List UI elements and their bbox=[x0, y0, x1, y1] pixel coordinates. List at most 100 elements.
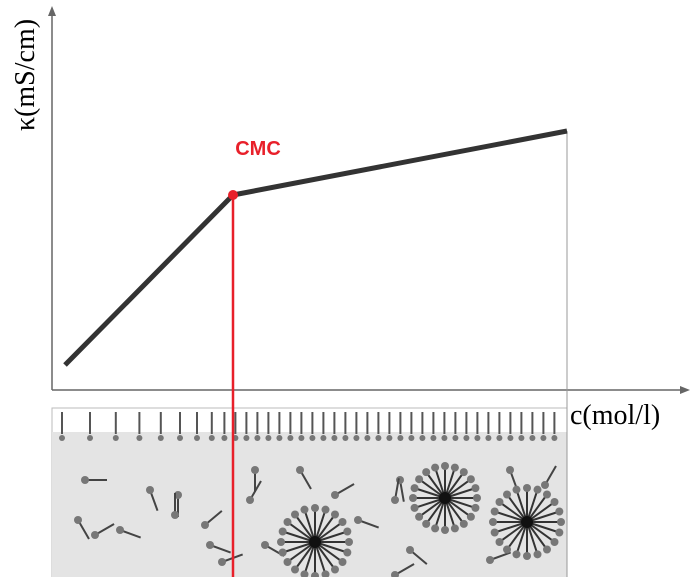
molecule-part bbox=[243, 435, 250, 441]
molecule-part bbox=[386, 435, 393, 441]
molecule-part bbox=[542, 545, 551, 554]
molecule-part bbox=[496, 435, 503, 441]
molecule-part bbox=[208, 435, 215, 441]
molecule-part bbox=[91, 531, 99, 539]
molecule-part bbox=[296, 466, 304, 474]
molecule-part bbox=[459, 468, 468, 477]
molecule-part bbox=[331, 435, 338, 441]
molecule-part bbox=[364, 435, 371, 441]
molecule-part bbox=[557, 518, 565, 526]
molecule-part bbox=[291, 565, 300, 574]
molecule-part bbox=[485, 435, 492, 441]
molecule-part bbox=[391, 496, 399, 504]
molecule-part bbox=[321, 505, 330, 514]
molecule-part bbox=[503, 490, 512, 499]
molecule-part bbox=[533, 485, 542, 494]
molecule-part bbox=[541, 481, 549, 489]
cmc-label: CMC bbox=[235, 138, 281, 160]
y-axis-arrow bbox=[48, 6, 56, 16]
conductivity-curve bbox=[63, 128, 568, 367]
molecule-part bbox=[512, 485, 521, 494]
molecule-part bbox=[466, 512, 475, 521]
molecule-part bbox=[277, 538, 285, 546]
molecule-part bbox=[298, 435, 305, 441]
molecule-part bbox=[300, 570, 309, 577]
molecule-part bbox=[489, 518, 497, 526]
molecule-part bbox=[311, 504, 319, 512]
molecule-part bbox=[495, 537, 504, 546]
y-axis-label: κ(mS/cm) bbox=[10, 19, 41, 131]
molecule-part bbox=[146, 486, 154, 494]
molecule-part bbox=[529, 435, 536, 441]
x-axis-label: c(mol/l) bbox=[570, 400, 660, 431]
molecule-part bbox=[246, 496, 254, 504]
molecule-part bbox=[218, 558, 226, 566]
molecule-part bbox=[177, 435, 183, 441]
molecule-part bbox=[406, 546, 414, 554]
molecule-part bbox=[431, 524, 440, 533]
molecule-part bbox=[471, 503, 480, 512]
molecule-part bbox=[330, 565, 339, 574]
molecule-part bbox=[353, 435, 360, 441]
molecule-part bbox=[430, 435, 437, 441]
molecule-part bbox=[471, 484, 480, 493]
molecule-part bbox=[410, 503, 419, 512]
molecule-part bbox=[439, 492, 451, 504]
molecule-part bbox=[343, 527, 352, 536]
molecule-part bbox=[466, 475, 475, 484]
molecule-part bbox=[495, 498, 504, 507]
molecule-part bbox=[474, 435, 481, 441]
molecule-part bbox=[194, 435, 200, 441]
molecule-part bbox=[342, 435, 349, 441]
molecule-part bbox=[206, 541, 214, 549]
molecule-part bbox=[408, 435, 415, 441]
molecule-part bbox=[452, 435, 459, 441]
molecule-part bbox=[59, 435, 65, 441]
molecule-part bbox=[345, 538, 353, 546]
molecule-part bbox=[555, 528, 564, 537]
molecule-part bbox=[254, 435, 261, 441]
molecule-part bbox=[157, 435, 164, 441]
solution-bulk bbox=[52, 432, 567, 577]
molecule-part bbox=[276, 435, 283, 441]
molecule-part bbox=[309, 536, 321, 548]
molecule-part bbox=[441, 435, 448, 441]
molecule-part bbox=[311, 572, 319, 577]
molecule-part bbox=[265, 435, 272, 441]
molecule-part bbox=[409, 494, 417, 502]
molecule-part bbox=[507, 435, 514, 441]
molecule-part bbox=[550, 498, 559, 507]
molecule-part bbox=[550, 537, 559, 546]
molecule-part bbox=[375, 435, 382, 441]
molecule-part bbox=[415, 475, 424, 484]
molecule-part bbox=[321, 570, 330, 577]
molecules bbox=[59, 412, 565, 577]
molecule-part bbox=[422, 468, 431, 477]
molecule-part bbox=[251, 466, 259, 474]
molecule-part bbox=[261, 541, 269, 549]
molecule-part bbox=[441, 462, 449, 470]
molecule-part bbox=[551, 435, 558, 441]
molecule-part bbox=[506, 466, 514, 474]
molecule-part bbox=[278, 527, 287, 536]
molecule-part bbox=[338, 557, 347, 566]
molecule-part bbox=[87, 435, 93, 441]
molecule-part bbox=[555, 507, 564, 516]
molecule-part bbox=[291, 510, 300, 519]
molecule-part bbox=[441, 526, 449, 534]
molecule-part bbox=[331, 491, 339, 499]
molecule-part bbox=[338, 518, 347, 527]
molecule-part bbox=[283, 518, 292, 527]
molecule-part bbox=[422, 519, 431, 528]
cmc-point bbox=[228, 190, 238, 200]
molecule-part bbox=[518, 435, 525, 441]
molecule-part bbox=[490, 507, 499, 516]
molecule-part bbox=[330, 510, 339, 519]
molecule-part bbox=[309, 435, 316, 441]
molecule-part bbox=[320, 435, 327, 441]
molecule-part bbox=[473, 494, 481, 502]
molecule-part bbox=[490, 528, 499, 537]
molecule-part bbox=[136, 435, 143, 441]
